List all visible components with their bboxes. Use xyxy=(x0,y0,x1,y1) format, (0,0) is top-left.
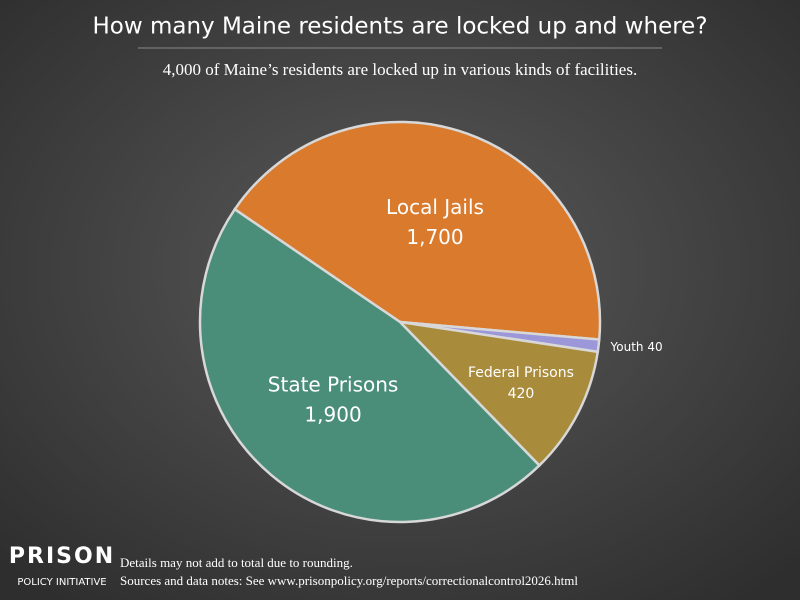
category-label: State Prisons xyxy=(268,373,399,397)
value-label: 420 xyxy=(508,386,535,402)
pie-slice xyxy=(198,207,542,524)
category-label: Local Jails xyxy=(386,195,484,219)
logo-sub: POLICY INITIATIVE xyxy=(17,577,106,588)
category-label: Federal Prisons xyxy=(468,365,574,381)
footnote: Sources and data notes: See www.prisonpo… xyxy=(120,573,578,588)
slice-label: Youth 40 xyxy=(610,340,663,354)
footnote: Details may not add to total due to roun… xyxy=(120,555,353,570)
chart-subtitle: 4,000 of Maine’s residents are locked up… xyxy=(163,60,637,79)
logo-main: PRISON xyxy=(9,544,115,569)
pie-slice xyxy=(233,120,602,341)
category-label: Youth xyxy=(610,340,644,354)
pie: Local Jails 1,700 Youth 40 Federal Prisons 4… xyxy=(198,120,663,524)
value-label: 1,900 xyxy=(304,403,361,427)
value-label: 1,700 xyxy=(406,225,463,249)
pie-slice xyxy=(396,320,600,468)
value-label: 40 xyxy=(647,340,662,354)
chart-title: How many Maine residents are locked up a… xyxy=(92,14,707,40)
